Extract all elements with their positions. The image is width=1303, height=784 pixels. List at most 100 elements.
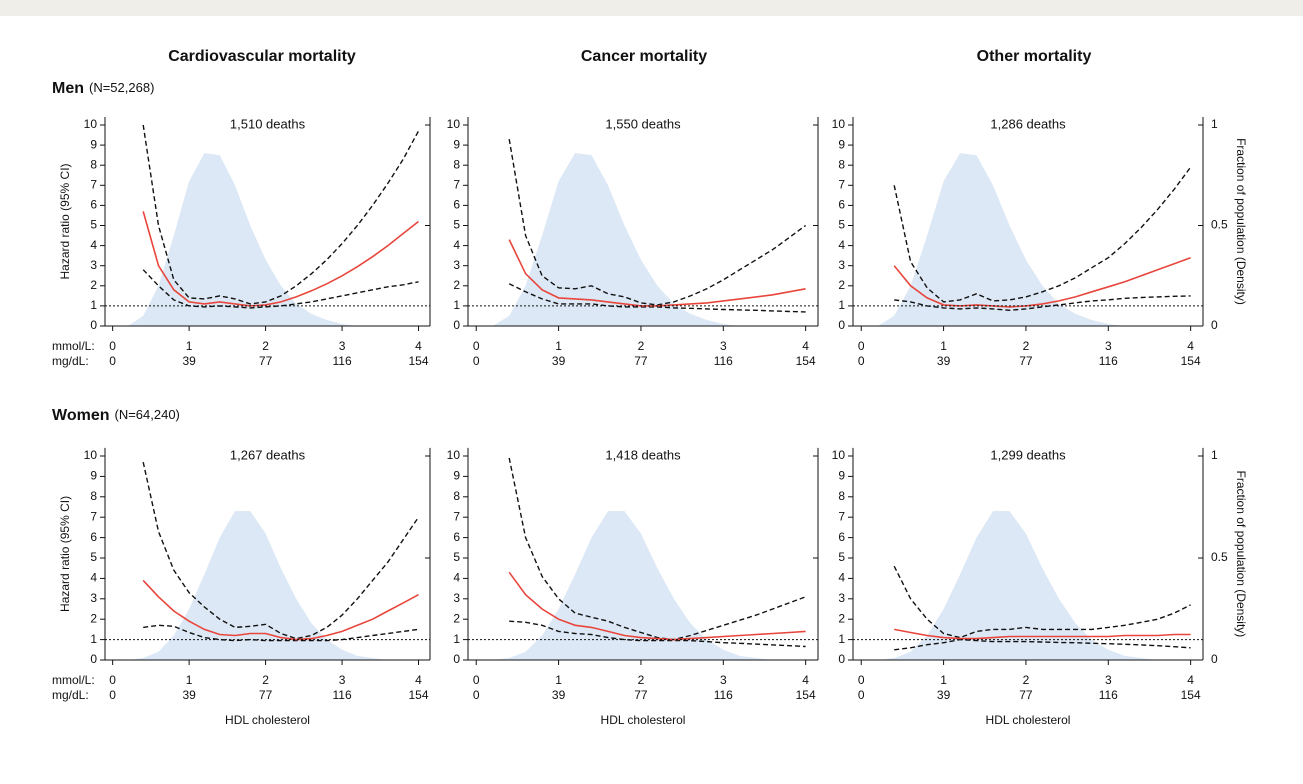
ci-line: [508, 138, 807, 306]
ci-line: [894, 638, 1191, 651]
y-tick-label: 1: [838, 632, 845, 646]
y-tick-label: 9: [453, 469, 460, 483]
y2-tick-label: 0.5: [1211, 550, 1228, 564]
x2-tick-label: 0: [109, 354, 116, 368]
y2-tick-label: 1: [1211, 117, 1218, 131]
hazard-line: [508, 571, 806, 641]
y-tick-label: 6: [453, 198, 460, 212]
y-tick-label: 7: [453, 177, 460, 191]
y-axis-label: Hazard ratio (95% CI): [58, 163, 72, 279]
panel-subtitle: 1,418 deaths: [605, 447, 681, 462]
panel-subtitle: 1,510 deaths: [230, 116, 306, 131]
y-tick-label: 10: [84, 448, 98, 462]
y-tick-label: 8: [90, 157, 97, 171]
ci-line: [508, 457, 806, 641]
y-tick-label: 5: [453, 218, 460, 232]
ci-line: [143, 624, 419, 642]
x-tick-label: 4: [415, 673, 422, 687]
density-area: [877, 153, 1191, 326]
y-tick-label: 3: [453, 258, 460, 272]
y-tick-label: 4: [90, 238, 97, 252]
y2-tick-label: 0: [1211, 652, 1218, 666]
y-tick-label: 7: [838, 509, 845, 523]
x-tick-label: 2: [638, 339, 645, 353]
density-area: [127, 153, 419, 326]
y-tick-label: 3: [90, 591, 97, 605]
x2-tick-label: 77: [1019, 688, 1033, 702]
x2-tick-label: 77: [634, 688, 648, 702]
y-tick-label: 9: [453, 137, 460, 151]
y-tick-label: 6: [90, 530, 97, 544]
hazard-line: [142, 211, 419, 307]
x2-tick-label: 0: [473, 354, 480, 368]
y-tick-label: 2: [453, 278, 460, 292]
density-area: [492, 153, 806, 326]
y-tick-label: 3: [453, 591, 460, 605]
x-tick-label: 1: [940, 339, 947, 353]
y2-tick-label: 1: [1211, 448, 1218, 462]
row-title: Men (N=52,268): [52, 80, 154, 97]
y-tick-label: 10: [447, 448, 461, 462]
x-tick-label: 1: [186, 673, 193, 687]
ci-line: [893, 565, 1191, 639]
x-tick-label: 2: [1023, 673, 1030, 687]
y-tick-label: 4: [453, 238, 460, 252]
x2-tick-label: 0: [109, 688, 116, 702]
x2-tick-label: 77: [259, 354, 273, 368]
x2-tick-label: 154: [1181, 354, 1201, 368]
ci-line: [142, 124, 420, 305]
y-tick-label: 8: [453, 157, 460, 171]
panel-subtitle: 1,267 deaths: [230, 447, 306, 462]
ci-line: [509, 620, 806, 648]
x-tick-label: 0: [858, 339, 865, 353]
hazard-line: [142, 579, 419, 641]
y-tick-label: 3: [90, 258, 97, 272]
x2-tick-label: 116: [714, 688, 733, 702]
x-tick-label: 0: [109, 673, 116, 687]
y-tick-label: 8: [453, 489, 460, 503]
x2-tick-label: 0: [858, 354, 865, 368]
row-subtitle: (N=52,268): [89, 80, 154, 95]
x2-tick-label: 0: [858, 688, 865, 702]
x2-tick-label: 39: [937, 354, 951, 368]
y2-tick-label: 0: [1211, 318, 1218, 332]
x-tick-label: 0: [109, 339, 116, 353]
x-tick-label: 2: [638, 673, 645, 687]
x2-tick-label: 116: [714, 354, 733, 368]
y-tick-label: 5: [90, 218, 97, 232]
column-title: Other mortality: [977, 48, 1092, 65]
y-tick-label: 0: [838, 652, 845, 666]
x-axis-label: HDL cholesterol: [225, 713, 310, 727]
y-tick-label: 0: [90, 652, 97, 666]
x-tick-label: 3: [1105, 673, 1112, 687]
y-tick-label: 7: [90, 177, 97, 191]
y-tick-label: 7: [90, 509, 97, 523]
ci-line: [894, 295, 1191, 312]
x2-tick-label: 77: [1019, 354, 1033, 368]
x-tick-label: 4: [1187, 673, 1194, 687]
x2-tick-label: 39: [552, 354, 566, 368]
x-tick-label: 1: [555, 673, 562, 687]
y-tick-label: 5: [838, 550, 845, 564]
y-tick-label: 9: [838, 469, 845, 483]
hazard-line: [893, 256, 1191, 308]
x-tick-label: 0: [858, 673, 865, 687]
x-tick-label: 3: [339, 673, 346, 687]
y-tick-label: 4: [453, 571, 460, 585]
x-tick-label: 4: [1187, 339, 1194, 353]
x2-tick-label: 154: [409, 354, 429, 368]
panel-subtitle: 1,299 deaths: [990, 447, 1066, 462]
y-tick-label: 0: [453, 318, 460, 332]
y-tick-label: 5: [90, 550, 97, 564]
x-unit-label: mmol/L:: [52, 673, 95, 687]
column-title: Cardiovascular mortality: [168, 48, 356, 65]
ci-line: [142, 461, 420, 640]
y-tick-label: 2: [838, 611, 845, 625]
y-tick-label: 6: [838, 198, 845, 212]
y-tick-label: 6: [90, 198, 97, 212]
row-title-text: Women: [52, 407, 109, 424]
x-tick-label: 1: [940, 673, 947, 687]
y-tick-label: 0: [90, 318, 97, 332]
x2-tick-label: 154: [409, 688, 429, 702]
x-tick-label: 0: [473, 339, 480, 353]
